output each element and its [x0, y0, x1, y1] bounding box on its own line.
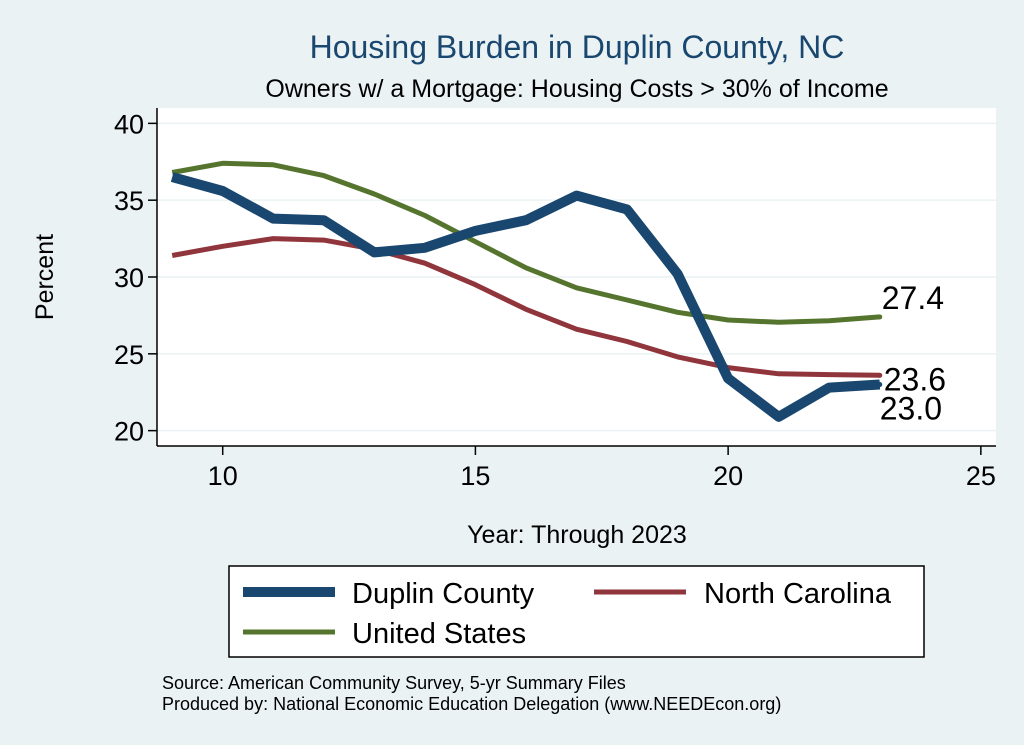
y-tick-label: 20	[114, 417, 144, 447]
axes: 20 25 30 35 40 10 15 20 25	[114, 108, 996, 491]
legend-label-united-states: United States	[352, 618, 526, 650]
y-tick-label: 25	[114, 340, 144, 370]
y-tick-label: 35	[114, 186, 144, 216]
y-axis-title: Percent	[31, 234, 59, 320]
source-note: Source: American Community Survey, 5-yr …	[162, 673, 626, 693]
end-label-north-carolina: 23.6	[884, 361, 946, 397]
end-labels: 23.023.6 27.4	[880, 280, 946, 427]
legend-label-duplin-county: Duplin County	[352, 578, 535, 610]
end-label-duplin-county: 23.0	[880, 391, 942, 427]
series-line-north-carolina	[171, 236, 880, 378]
series-line-united-states	[171, 160, 880, 325]
chart-title: Housing Burden in Duplin County, NC	[310, 29, 845, 65]
y-tick-label: 30	[114, 263, 144, 293]
x-axis-title: Year: Through 2023	[467, 521, 687, 549]
end-label-united-states: 27.4	[882, 280, 944, 316]
legend-label-north-carolina: North Carolina	[704, 578, 892, 610]
x-tick-label: 20	[713, 461, 743, 491]
end-point-united-states	[877, 314, 883, 320]
series-lines	[170, 160, 883, 422]
end-point-duplin-county	[877, 382, 883, 388]
x-tick-label: 25	[966, 461, 996, 491]
chart-subtitle: Owners w/ a Mortgage: Housing Costs > 30…	[265, 75, 888, 103]
x-tick-label: 10	[208, 461, 238, 491]
series-line-duplin-county	[170, 172, 881, 422]
end-point-north-carolina	[877, 372, 883, 378]
y-tick-label: 40	[114, 109, 144, 139]
produced-note: Produced by: National Economic Education…	[162, 694, 781, 714]
x-tick-label: 15	[460, 461, 490, 491]
legend-box	[228, 565, 925, 658]
legend: Duplin County North Carolina United Stat…	[243, 578, 892, 650]
